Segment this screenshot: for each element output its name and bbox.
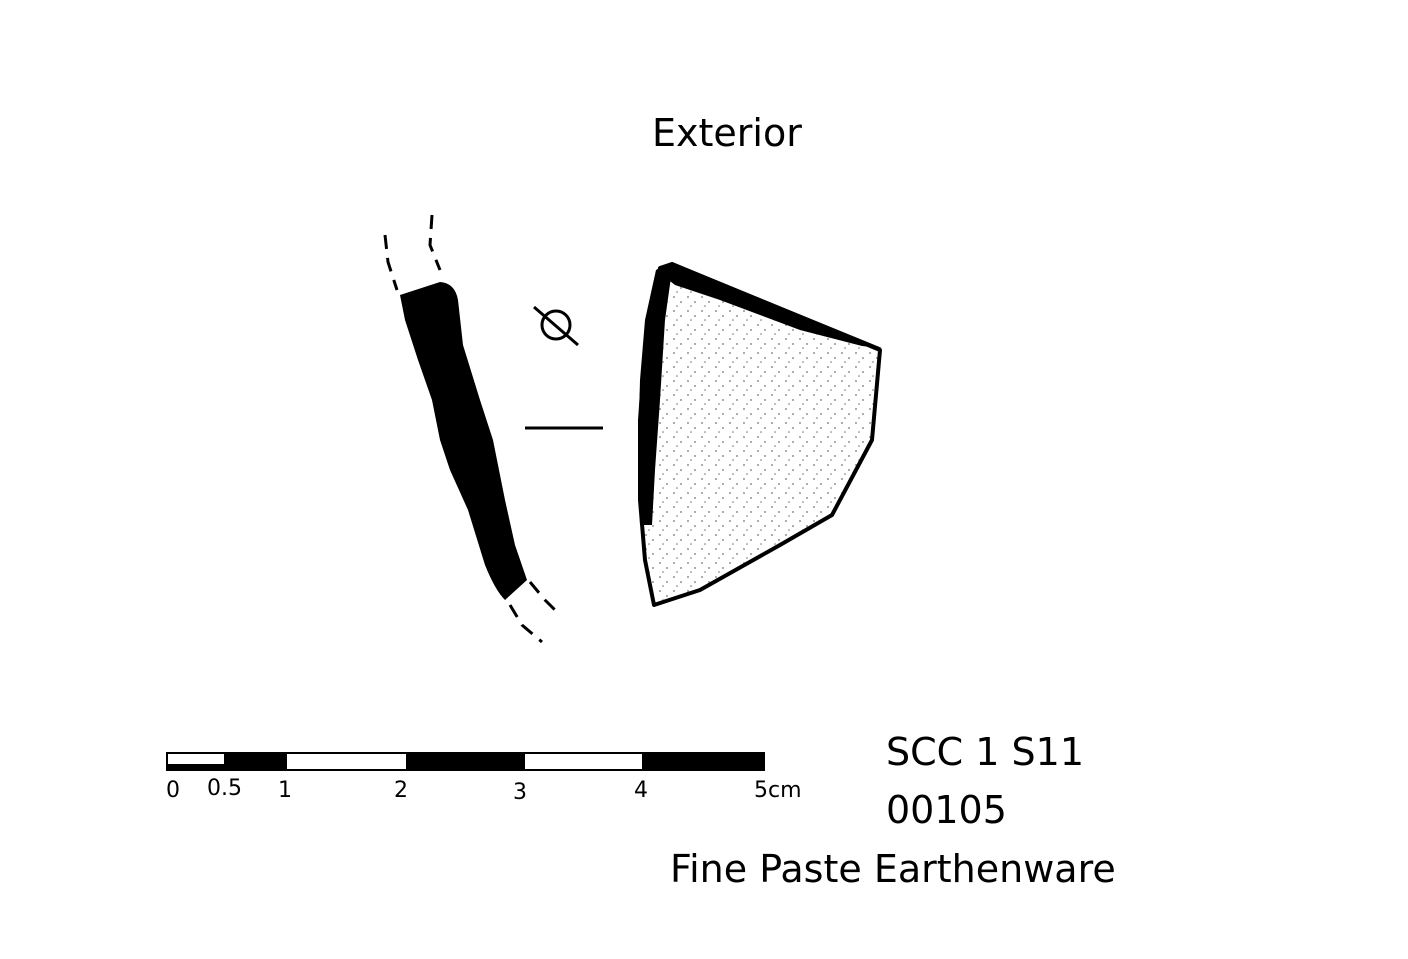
scale-tick-1: 1 [278,778,292,803]
sherd-exterior [638,262,882,607]
view-label: Exterior [652,111,802,155]
scale-bar [166,752,765,771]
scale-tick-0: 0 [166,778,180,803]
scale-tick-5cm: 5cm [754,778,802,803]
profile-section [383,214,562,644]
site-code: SCC 1 S11 [886,730,1084,774]
scale-tick-4: 4 [634,778,648,803]
scale-tick-0-5: 0.5 [207,776,242,801]
ware-type: Fine Paste Earthenware [670,847,1116,891]
diameter-symbol [533,305,579,347]
scale-tick-2: 2 [394,778,408,803]
catalog-number: 00105 [886,788,1007,832]
scale-tick-3: 3 [513,780,527,805]
